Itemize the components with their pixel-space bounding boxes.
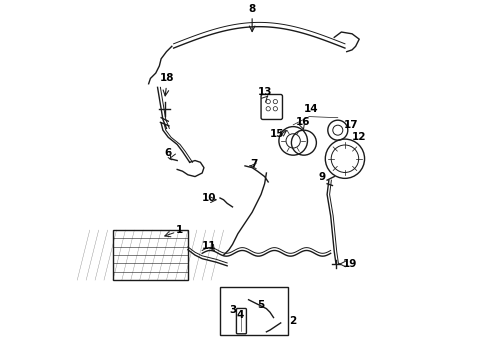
Text: 17: 17 — [344, 120, 359, 130]
Bar — [220, 287, 288, 336]
Text: 8: 8 — [248, 4, 256, 14]
Text: 16: 16 — [296, 117, 311, 127]
Text: 18: 18 — [160, 73, 175, 83]
Text: 2: 2 — [290, 316, 297, 326]
Text: 13: 13 — [257, 87, 272, 97]
Text: 15: 15 — [270, 129, 284, 139]
Text: 1: 1 — [175, 225, 183, 235]
Bar — [113, 230, 188, 280]
Text: 11: 11 — [202, 241, 217, 251]
Text: 7: 7 — [250, 159, 258, 169]
Text: 10: 10 — [202, 193, 217, 203]
Text: 3: 3 — [229, 305, 236, 315]
Text: 5: 5 — [257, 300, 265, 310]
Text: 4: 4 — [237, 310, 244, 320]
Text: 6: 6 — [165, 148, 172, 158]
Text: 12: 12 — [352, 132, 367, 142]
Text: 19: 19 — [343, 259, 358, 269]
Text: 9: 9 — [318, 172, 325, 181]
Text: 14: 14 — [304, 104, 318, 114]
